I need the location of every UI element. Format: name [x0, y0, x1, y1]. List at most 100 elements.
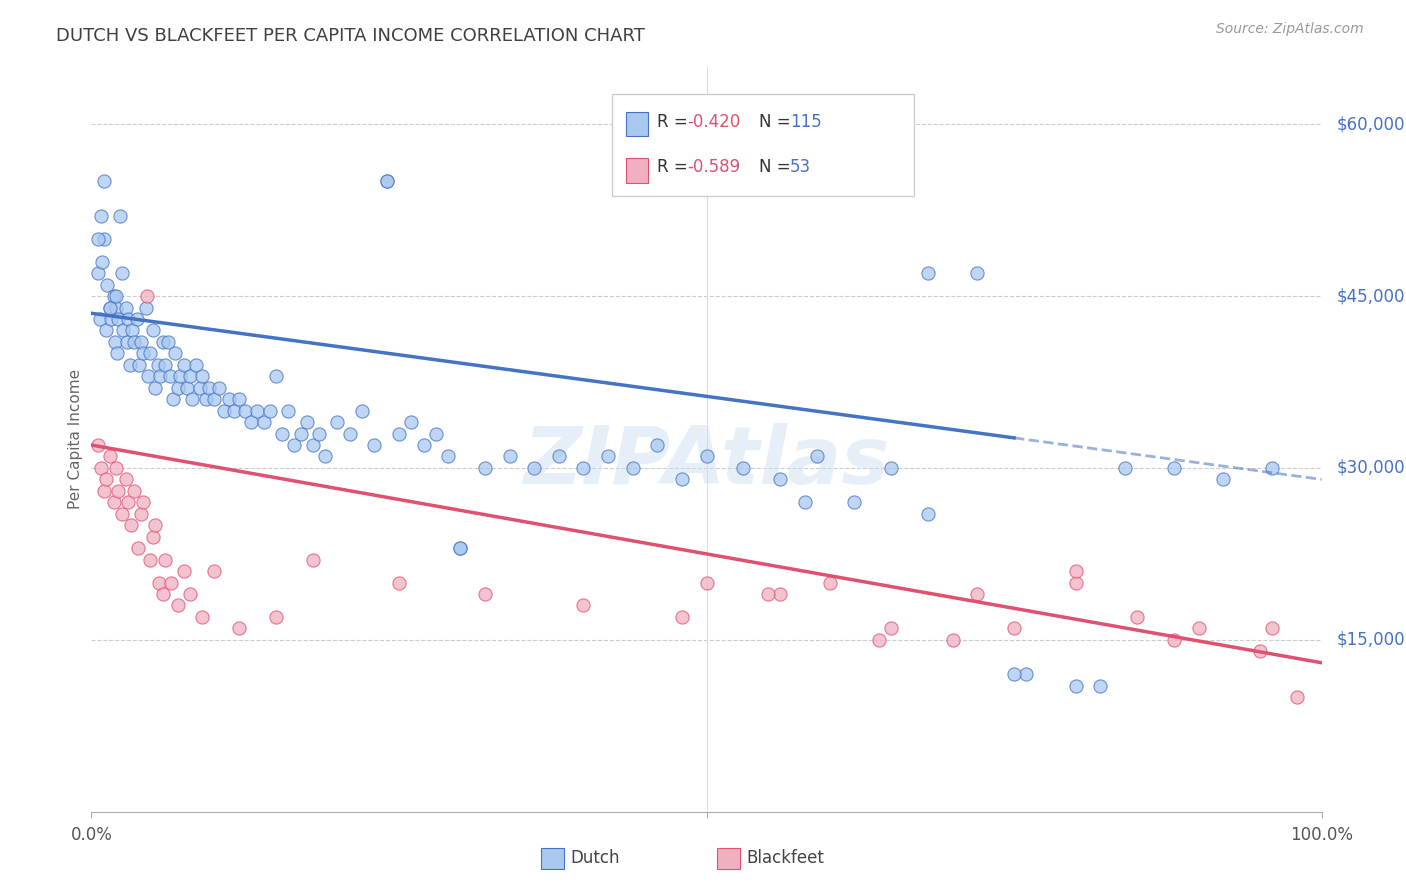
Point: [572, 599, 595, 613]
Point: [218, 392, 240, 407]
Point: [1285, 690, 1308, 705]
Point: [148, 575, 170, 590]
Point: [98, 450, 121, 464]
Point: [120, 518, 142, 533]
Point: [1187, 621, 1209, 635]
Point: [142, 530, 165, 544]
Point: [173, 358, 195, 372]
Point: [756, 587, 779, 601]
Point: [136, 369, 159, 384]
Point: [166, 599, 188, 613]
Point: [191, 610, 214, 624]
Point: [114, 301, 138, 315]
Y-axis label: Per Capita Income: Per Capita Income: [67, 369, 83, 509]
Point: [118, 358, 141, 372]
Text: 53: 53: [790, 158, 811, 176]
Point: [89, 312, 111, 326]
Point: [212, 403, 235, 417]
Point: [301, 552, 323, 566]
Point: [246, 403, 269, 417]
Point: [202, 392, 225, 407]
Point: [352, 403, 374, 417]
Point: [375, 174, 398, 188]
Point: [191, 369, 214, 384]
Point: [127, 541, 149, 556]
Point: [1002, 667, 1025, 681]
Point: [596, 450, 619, 464]
Point: [1261, 461, 1284, 475]
Point: [135, 301, 156, 315]
Point: [769, 472, 792, 486]
Point: [314, 450, 336, 464]
Point: [149, 369, 172, 384]
Point: [283, 438, 305, 452]
Point: [105, 301, 127, 315]
Point: [671, 610, 693, 624]
Point: [128, 358, 150, 372]
Point: [228, 621, 250, 635]
Text: $45,000: $45,000: [1336, 287, 1405, 305]
Point: [129, 334, 152, 349]
Point: [966, 587, 988, 601]
Point: [169, 369, 191, 384]
Point: [388, 426, 411, 441]
Point: [1088, 679, 1111, 693]
Point: [132, 346, 155, 360]
Point: [125, 312, 148, 326]
Point: [142, 323, 165, 337]
Point: [107, 483, 129, 498]
Point: [198, 381, 221, 395]
Point: [153, 358, 177, 372]
Point: [179, 587, 201, 601]
Point: [733, 461, 755, 475]
Point: [103, 495, 125, 509]
Text: -0.589: -0.589: [688, 158, 741, 176]
Point: [264, 610, 287, 624]
Point: [145, 381, 166, 395]
Point: [449, 541, 471, 556]
Point: [208, 381, 231, 395]
Point: [145, 518, 166, 533]
Point: [326, 415, 349, 429]
Point: [103, 289, 125, 303]
Point: [86, 232, 108, 246]
Point: [412, 438, 434, 452]
Point: [880, 621, 903, 635]
Point: [498, 450, 520, 464]
Point: [1002, 621, 1025, 635]
Point: [105, 346, 128, 360]
Point: [474, 461, 496, 475]
Point: [160, 575, 183, 590]
Point: [181, 392, 204, 407]
Text: -0.420: -0.420: [688, 113, 741, 131]
Point: [135, 289, 157, 303]
Point: [425, 426, 447, 441]
Point: [93, 232, 115, 246]
Point: [388, 575, 411, 590]
Point: [90, 461, 112, 475]
Point: [121, 323, 143, 337]
Point: [124, 483, 146, 498]
Text: N =: N =: [759, 113, 796, 131]
Point: [769, 587, 792, 601]
Point: [271, 426, 294, 441]
Point: [152, 334, 174, 349]
Point: [806, 450, 828, 464]
Point: [1064, 679, 1087, 693]
Point: [966, 266, 988, 280]
Point: [880, 461, 903, 475]
Point: [295, 415, 318, 429]
Point: [152, 587, 174, 601]
Point: [93, 174, 115, 188]
Point: [105, 289, 127, 303]
Point: [1163, 461, 1185, 475]
Point: [202, 564, 225, 578]
Point: [339, 426, 361, 441]
Point: [108, 209, 131, 223]
Point: [96, 323, 117, 337]
Point: [695, 575, 717, 590]
Point: [399, 415, 422, 429]
Point: [621, 461, 644, 475]
Point: [188, 381, 211, 395]
Point: [449, 541, 471, 556]
